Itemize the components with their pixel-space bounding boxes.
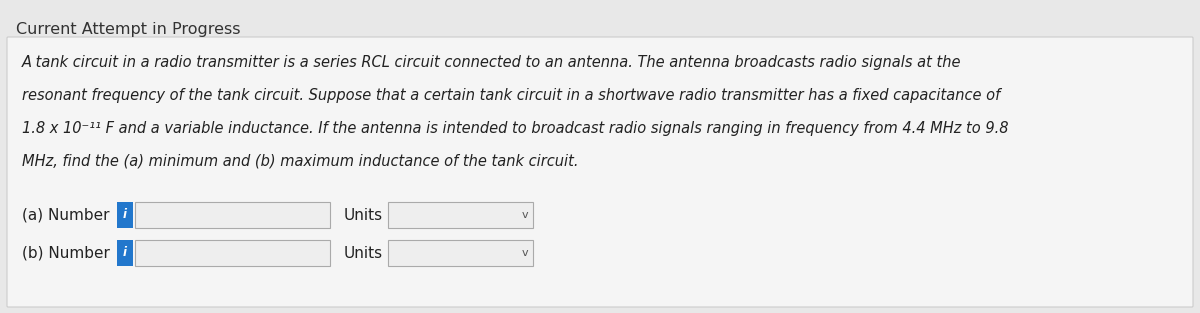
Text: (a) Number: (a) Number xyxy=(22,208,114,223)
Text: A tank circuit in a radio transmitter is a series RCL circuit connected to an an: A tank circuit in a radio transmitter is… xyxy=(22,55,961,70)
FancyBboxPatch shape xyxy=(7,37,1193,307)
Text: v: v xyxy=(522,248,528,258)
Bar xyxy=(118,240,133,266)
Text: i: i xyxy=(124,208,127,222)
Text: resonant frequency of the tank circuit. Suppose that a certain tank circuit in a: resonant frequency of the tank circuit. … xyxy=(22,88,1001,103)
Bar xyxy=(118,202,133,228)
Text: v: v xyxy=(522,210,528,220)
Text: Units: Units xyxy=(344,208,383,223)
Text: Units: Units xyxy=(344,245,383,260)
Bar xyxy=(134,202,330,228)
Text: i: i xyxy=(124,247,127,259)
Text: Current Attempt in Progress: Current Attempt in Progress xyxy=(16,22,240,37)
Bar xyxy=(388,202,533,228)
Text: (b) Number: (b) Number xyxy=(22,245,115,260)
Bar xyxy=(134,240,330,266)
Bar xyxy=(388,240,533,266)
Text: MHz, find the (a) minimum and (b) maximum inductance of the tank circuit.: MHz, find the (a) minimum and (b) maximu… xyxy=(22,154,578,169)
Text: 1.8 x 10⁻¹¹ F and a variable inductance. If the antenna is intended to broadcast: 1.8 x 10⁻¹¹ F and a variable inductance.… xyxy=(22,121,1008,136)
